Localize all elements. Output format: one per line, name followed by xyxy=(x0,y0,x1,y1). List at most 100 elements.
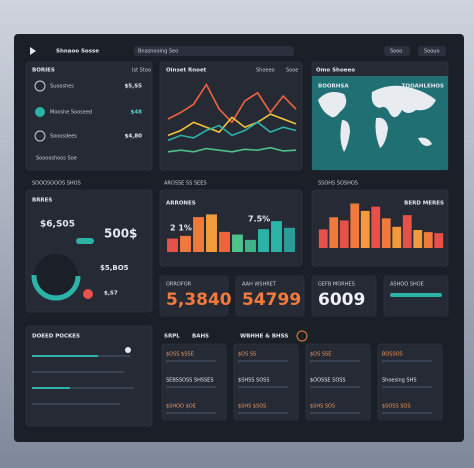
bar xyxy=(206,214,217,252)
search-box[interactable] xyxy=(134,46,294,56)
kpi-title: ORROFOR xyxy=(166,282,192,288)
row-label: Suooshes xyxy=(50,84,74,90)
card-bar xyxy=(166,412,216,414)
bar xyxy=(193,217,204,252)
section-label: SOOOSOOOS SHOS xyxy=(32,181,81,187)
section-label: SRPL xyxy=(164,334,180,340)
legend-entry: Sooe xyxy=(286,68,298,74)
section-label: WBHHE & BHSS xyxy=(240,334,288,340)
row-value: $48 xyxy=(131,110,143,116)
panel-title: BORIES xyxy=(32,68,55,74)
card-text: $SHS $SOS xyxy=(238,404,266,410)
annotation: 2 1% xyxy=(170,224,192,233)
row-label: Sooosdees xyxy=(50,134,77,140)
card-text: Shoesing SHS xyxy=(382,378,417,384)
button-label: Soouo xyxy=(424,49,440,55)
icon xyxy=(34,80,46,92)
balance-value: 500$ xyxy=(104,227,137,241)
card-text: $OS SS xyxy=(238,352,256,358)
logo xyxy=(30,47,36,55)
line xyxy=(167,113,297,137)
kpi-title: ASHOO SHOE xyxy=(390,282,424,288)
bar xyxy=(318,229,328,248)
bar xyxy=(350,203,360,248)
card xyxy=(161,343,227,421)
chart-title: BERD MERES xyxy=(404,201,444,207)
bar xyxy=(413,229,423,248)
kpi-value: 54799 xyxy=(242,290,301,310)
card xyxy=(233,343,299,421)
bar xyxy=(381,218,391,248)
bar xyxy=(258,229,269,252)
summary-panel xyxy=(25,61,153,171)
chart-title: ARRONES xyxy=(166,201,196,207)
button[interactable] xyxy=(384,46,410,56)
bar xyxy=(402,215,412,248)
icon xyxy=(34,130,46,142)
map-header: Omo Shoeeo xyxy=(316,68,355,74)
row-label: Mooshe Sooseed xyxy=(50,110,92,116)
continents xyxy=(318,85,436,152)
card-bar xyxy=(238,360,288,362)
chart-title: Oinset Rnoet xyxy=(166,68,207,74)
card-bar xyxy=(310,386,360,388)
kpi-card xyxy=(235,275,305,317)
line-panel xyxy=(159,61,303,171)
bar xyxy=(423,232,433,248)
search-text: Bnasnooing Seo xyxy=(138,49,178,55)
balance-value: $6,S05 xyxy=(40,220,75,230)
card-text: $OS SSE xyxy=(310,352,331,358)
card-bar xyxy=(166,386,216,388)
card-bar xyxy=(310,412,360,414)
card-bar xyxy=(166,360,216,362)
line xyxy=(167,82,297,124)
bar xyxy=(392,226,402,248)
section-label: BAHS xyxy=(192,334,209,340)
card-bar xyxy=(382,360,432,362)
row-value: $5,S5 xyxy=(124,84,142,90)
bar xyxy=(167,238,178,252)
section-label: SSOHS SOSHOS xyxy=(318,181,358,187)
card-bar xyxy=(238,412,288,414)
bar xyxy=(371,206,381,248)
dot xyxy=(125,347,131,353)
bar xyxy=(284,227,295,252)
map-title: BOORHSA xyxy=(318,84,349,90)
map-subtitle: TOOAHLEHOS xyxy=(402,84,444,90)
card-text: $SHOO $OE xyxy=(166,404,196,410)
indicator xyxy=(83,289,93,299)
kpi-title: AAH WSHRET xyxy=(242,282,277,288)
bottom-panel xyxy=(25,325,153,427)
card xyxy=(305,343,371,421)
bar xyxy=(271,221,282,252)
balance-value: $5,BO5 xyxy=(100,264,129,272)
bar xyxy=(360,210,370,248)
bar xyxy=(434,233,444,248)
balance-value: $,S7 xyxy=(104,291,118,297)
card-text: $SHS SOS xyxy=(310,404,335,410)
panel-tag: Ist Stoo xyxy=(132,68,151,74)
card xyxy=(377,343,443,421)
kpi-title: GEFB MORHES xyxy=(318,282,355,288)
kpi-value: 5,3840 xyxy=(166,290,232,310)
bar xyxy=(180,235,191,252)
kpi-card xyxy=(311,275,377,317)
section-label: AROSSE SS SEES xyxy=(164,181,207,187)
panel-title: BRRES xyxy=(32,198,52,204)
progress xyxy=(390,293,442,297)
bar xyxy=(232,234,243,252)
legend-entry: Shoeeo xyxy=(256,68,275,74)
card-text: $OOSSE SOSS xyxy=(310,378,346,384)
kpi-value: 6009 xyxy=(318,290,365,310)
row-value: $4,80 xyxy=(125,134,143,140)
bar xyxy=(339,220,349,248)
button[interactable] xyxy=(418,46,446,56)
gauge xyxy=(31,251,81,301)
line xyxy=(167,146,297,153)
rule xyxy=(32,355,98,389)
icon xyxy=(35,107,45,117)
kpi-card xyxy=(159,275,229,317)
button-label: Sooo xyxy=(390,49,402,55)
bar xyxy=(329,217,339,248)
